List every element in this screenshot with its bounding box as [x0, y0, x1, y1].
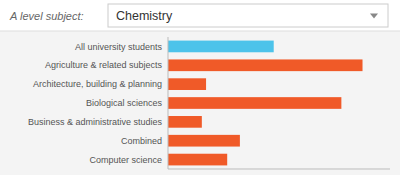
bar	[168, 97, 341, 109]
bar	[168, 116, 202, 128]
category-label: Computer science	[89, 155, 162, 165]
chart-container: A level subject: Chemistry All university …	[0, 0, 400, 175]
dropdown-arrow	[370, 14, 378, 19]
title: A level subject:	[9, 10, 84, 22]
header-rule	[0, 31, 400, 32]
chart-svg: A level subject: Chemistry All university …	[0, 0, 400, 175]
bar	[168, 59, 363, 71]
background	[0, 0, 400, 175]
category-label: Biological sciences	[86, 98, 163, 108]
dropdown-box	[108, 4, 388, 27]
header	[0, 0, 400, 31]
category-label: Combined	[121, 136, 162, 146]
category-label: All university students	[75, 42, 163, 52]
bar	[168, 135, 240, 147]
subtitle: Chemistry	[116, 9, 173, 23]
category-label: Business & administrative studies	[28, 117, 163, 127]
category-label: Agriculture & related subjects	[45, 60, 163, 70]
bars	[168, 41, 363, 166]
category-label: Architecture, building & planning	[33, 79, 162, 89]
bar	[168, 41, 274, 53]
x-axis-line	[168, 169, 390, 170]
bar	[168, 154, 227, 166]
category-labels: All university students Agriculture & rel…	[28, 42, 163, 165]
y-axis-line	[168, 37, 169, 169]
bar	[168, 78, 206, 90]
